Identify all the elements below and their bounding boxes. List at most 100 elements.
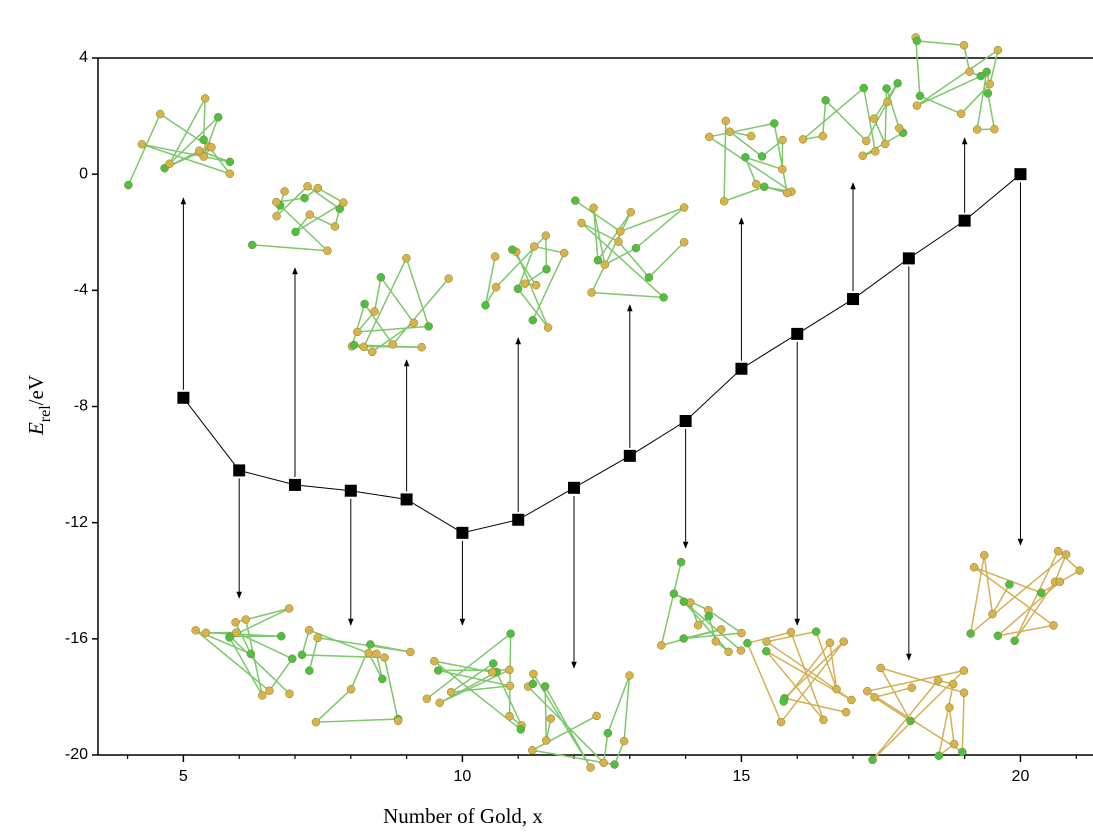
atom (444, 274, 453, 283)
atom (949, 739, 959, 749)
atom (871, 147, 880, 156)
point (177, 391, 190, 404)
point (512, 513, 525, 526)
atom (1075, 566, 1084, 575)
x-tick-label: 10 (454, 768, 472, 785)
y-label-sub: rel (37, 405, 54, 422)
atom (124, 180, 133, 190)
bond (592, 207, 599, 261)
bond (874, 696, 911, 722)
atom (297, 650, 307, 660)
bond (729, 131, 763, 157)
atom (247, 240, 257, 250)
atom (364, 648, 373, 658)
bond (884, 88, 888, 144)
bond (961, 692, 965, 752)
bond (683, 632, 742, 640)
bond (495, 671, 523, 726)
y-tick-label: -16 (65, 630, 88, 647)
atom (529, 242, 539, 251)
atom (402, 254, 411, 263)
atom (832, 684, 841, 694)
atom (736, 646, 746, 655)
atom (313, 183, 323, 193)
bond (885, 88, 900, 129)
atom (528, 679, 538, 689)
atom (540, 682, 550, 691)
bond (195, 629, 270, 692)
atom (746, 131, 756, 141)
point (958, 214, 971, 227)
atom (859, 83, 869, 93)
atom (906, 716, 915, 726)
bond (874, 686, 912, 699)
atom (520, 279, 530, 288)
bond (987, 93, 996, 130)
atom (165, 159, 174, 169)
atom (679, 634, 688, 643)
atom (194, 146, 204, 155)
bond (983, 555, 994, 615)
atom (388, 340, 397, 349)
bond (202, 116, 219, 157)
atom (770, 119, 779, 128)
bond (973, 566, 1054, 626)
bond (916, 40, 965, 46)
atom (285, 689, 294, 699)
atom (965, 67, 974, 76)
bond (141, 143, 231, 175)
atom (1010, 636, 1019, 646)
bond (484, 256, 496, 306)
atom (430, 656, 439, 666)
atom (599, 758, 608, 768)
atom (191, 626, 200, 635)
x-tick-label: 5 (179, 768, 188, 785)
atom (657, 641, 666, 650)
atom (786, 627, 796, 637)
atom (972, 125, 982, 134)
atom (644, 273, 654, 282)
bond (315, 688, 352, 723)
atom (841, 707, 851, 717)
atom (225, 169, 235, 178)
atom (513, 284, 523, 293)
point (791, 327, 804, 340)
atom (956, 109, 966, 119)
bond (872, 679, 939, 761)
atom (508, 245, 517, 254)
atom (894, 123, 904, 133)
atom (1061, 550, 1071, 559)
atom (592, 711, 601, 721)
atom (616, 227, 625, 236)
bond (1057, 550, 1081, 572)
atom (155, 109, 165, 119)
atom (959, 40, 969, 50)
bond (747, 631, 792, 644)
atom (422, 694, 432, 704)
atom (487, 668, 497, 677)
atom (610, 760, 619, 769)
atom (265, 686, 274, 696)
bond (544, 685, 592, 768)
atom (948, 679, 958, 689)
y-tick-label: -8 (74, 398, 88, 415)
atom (577, 218, 586, 228)
bond (1014, 550, 1059, 642)
atom (531, 280, 541, 290)
bond (790, 631, 825, 721)
bond (127, 113, 161, 186)
atom (200, 94, 210, 103)
bond (517, 288, 549, 329)
atom (779, 697, 788, 706)
bond (591, 291, 664, 299)
atom (587, 288, 596, 297)
atom (863, 686, 872, 696)
point (288, 478, 301, 491)
atom (529, 669, 538, 679)
atom (368, 347, 377, 357)
atom (626, 207, 636, 217)
atom (880, 139, 890, 149)
bond (660, 561, 682, 646)
bond (780, 641, 845, 723)
atom (959, 688, 969, 697)
